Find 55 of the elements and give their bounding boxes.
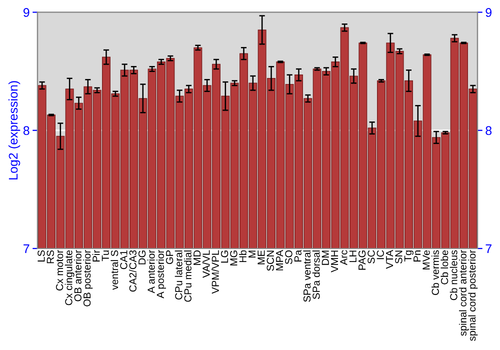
- x-tick-label: SCN: [266, 250, 274, 271]
- x-tick-label: SO: [285, 250, 292, 264]
- x-tick-label: DG: [138, 250, 146, 264]
- x-tick-label: DM: [322, 250, 329, 265]
- x-tick-label: GP: [166, 250, 174, 264]
- x-tick-label: SPa dorsal: [312, 250, 320, 300]
- y-tick-label: 8: [23, 126, 30, 136]
- x-tick-label: Pa: [294, 250, 302, 262]
- x-tick-label: Pir: [92, 250, 100, 262]
- x-tick-label: LS: [38, 250, 45, 262]
- x-tick-label: RS: [46, 250, 54, 264]
- y2-tick-label: 8: [486, 126, 492, 136]
- x-tick-label: CPu lateral: [174, 250, 182, 300]
- x-tick-label: VA/VL: [202, 250, 210, 278]
- x-tick-label: SN: [395, 250, 402, 264]
- x-tick-label: MD: [194, 250, 201, 265]
- y2-tick-label: 7: [486, 244, 492, 254]
- x-tick-label: spinal cord posterior: [468, 250, 478, 341]
- x-tick-label: Tg: [404, 250, 414, 262]
- x-tick-label: IC: [376, 250, 384, 260]
- x-tick-label: MG: [230, 250, 238, 266]
- y-tick-label: 7: [24, 244, 30, 254]
- x-tick-label: CA1: [120, 250, 128, 270]
- x-tick-label: LH: [349, 250, 356, 262]
- y-tick-label: 9: [23, 8, 30, 17]
- x-tick-label: spinal cord anterior: [459, 250, 468, 336]
- y-axis-title: Log2 (expression): [8, 81, 20, 180]
- x-tick-label: Cx motor: [56, 250, 64, 290]
- x-tick-label: CA2/CA3: [129, 250, 136, 292]
- x-tick-label: PAG: [358, 250, 366, 270]
- x-tick-label: A posterior: [156, 250, 166, 298]
- x-tick-label: SC: [368, 250, 375, 264]
- x-tick-label: MVe: [422, 250, 430, 270]
- x-tick-label: OB anterior: [74, 250, 82, 302]
- x-tick-label: MPA: [276, 250, 284, 270]
- x-tick-label: Arc: [340, 250, 348, 266]
- x-tick-label: SPa ventral: [303, 250, 311, 302]
- y2-tick-label: 9: [486, 8, 492, 17]
- x-tick-label: Cb lobe: [440, 250, 448, 284]
- x-tick-label: Cx cingulate: [64, 250, 74, 306]
- x-tick-label: CPu medial: [184, 250, 192, 302]
- x-tick-label: LG: [220, 250, 228, 263]
- x-tick-label: Cb nucleus: [450, 250, 458, 300]
- x-tick-label: ventral S: [110, 250, 118, 290]
- x-tick-label: VTA: [386, 250, 394, 269]
- x-tick-label: Pn: [414, 250, 421, 262]
- x-tick-label: OB posterior: [83, 250, 93, 306]
- x-tick-label: Hb: [239, 250, 246, 262]
- x-tick-label: A anterior: [147, 250, 155, 294]
- x-tick-label: VMH: [331, 250, 338, 272]
- x-tick-label: ME: [258, 250, 265, 264]
- x-tick-label: VPM/VPL: [212, 250, 219, 294]
- x-tick-label: Cb vermis: [432, 250, 439, 295]
- x-tick-label: M: [248, 250, 256, 258]
- x-tick-label: Tu: [102, 250, 109, 262]
